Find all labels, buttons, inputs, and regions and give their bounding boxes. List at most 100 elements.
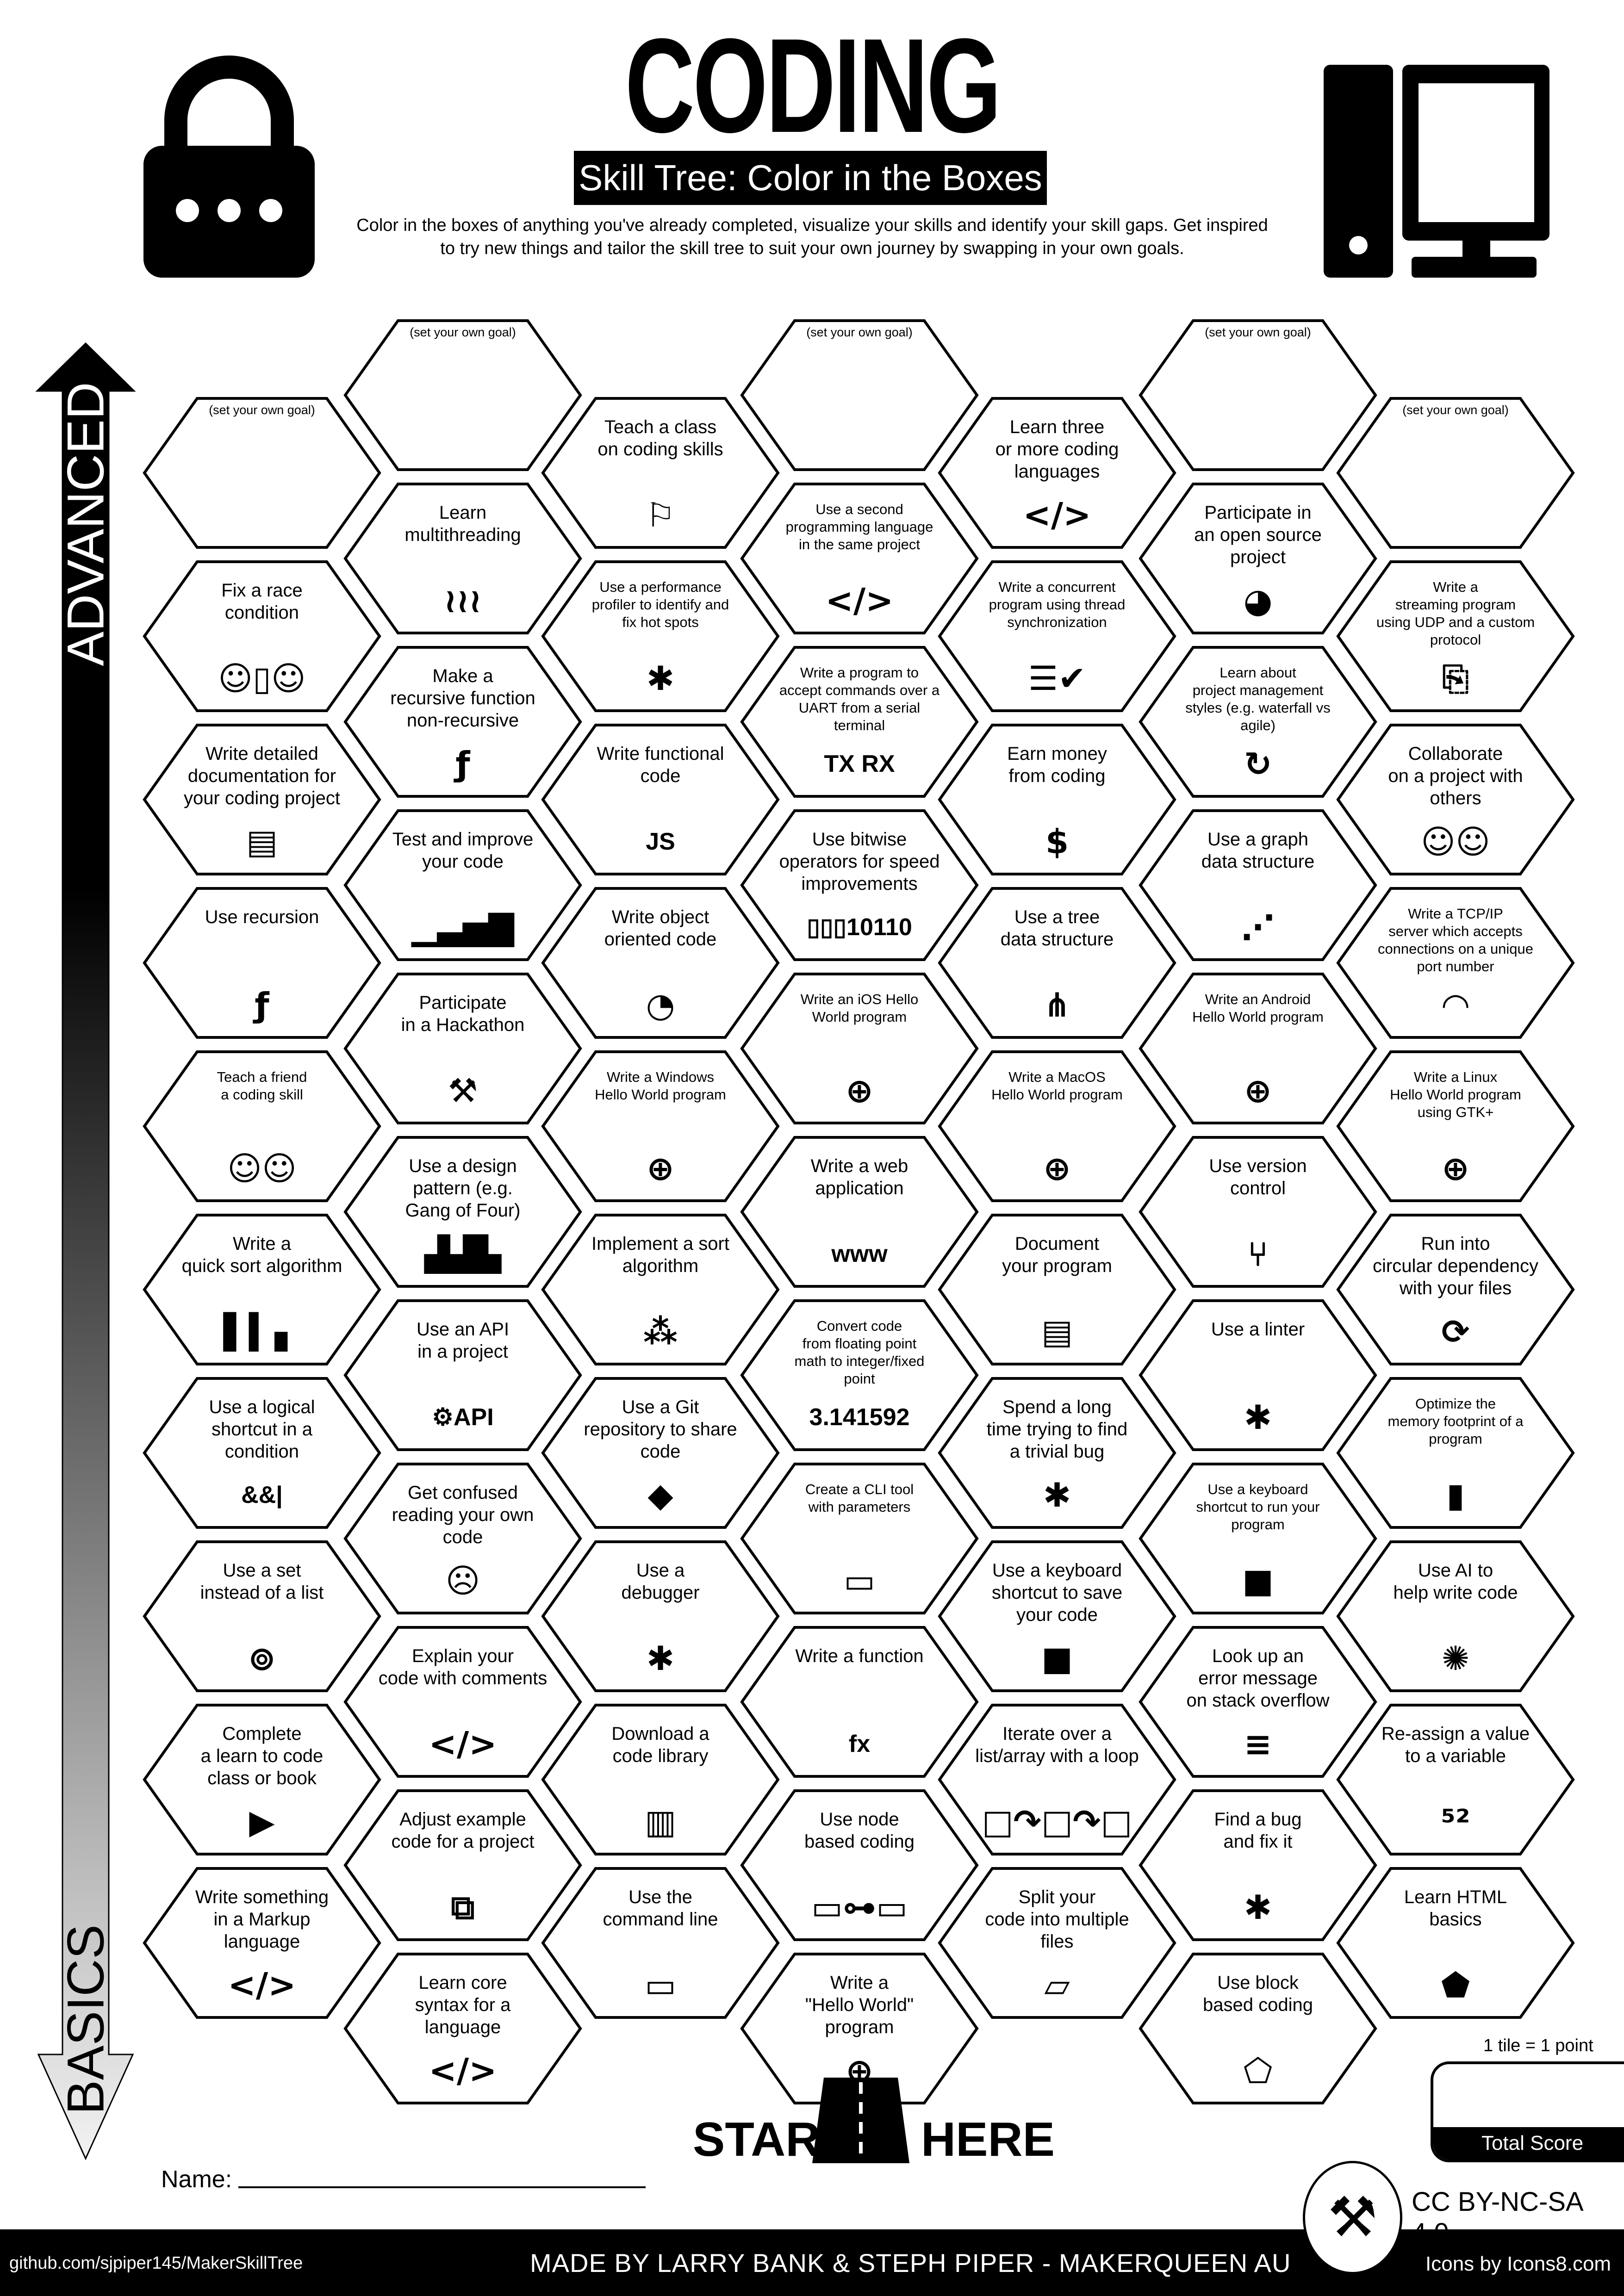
hexagon-outline [1336,560,1575,712]
skill-tile[interactable]: Test and improve your code ▁▃▅▇ [343,809,582,962]
hexagon-outline [1139,1789,1377,1941]
skill-tile[interactable]: Write object oriented code ◔ [541,887,780,1039]
hexagon-outline [938,1540,1176,1692]
skill-tile[interactable]: Write a MacOS Hello World program ⊕ [938,1050,1176,1203]
skill-tile[interactable]: Write a TCP/IP server which accepts conn… [1336,887,1575,1039]
skill-tile[interactable]: Re-assign a value to a variable ⁵² [1336,1703,1575,1856]
skill-tile[interactable]: Use a second programming language in the… [740,482,979,635]
skill-tile[interactable]: Write functional code JS [541,723,780,876]
tile-label: Write a Windows Hello World program [595,1069,726,1103]
skill-tile[interactable]: Document your program ▤ [938,1213,1176,1366]
custom-goal-tile[interactable]: (set your own goal) [1139,319,1377,472]
skill-tile[interactable]: Write a Windows Hello World program ⊕ [541,1050,780,1203]
advanced-label: ADVANCED [56,382,115,666]
skill-tile[interactable]: Use a debugger ✱ [541,1540,780,1693]
skill-tile[interactable]: Use node based coding ▭⊶▭ [740,1789,979,1942]
skill-tile[interactable]: Use a logical shortcut in a condition &&| [143,1377,381,1529]
advanced-basics-arrow [35,342,136,2160]
hexagon-outline [541,887,780,1039]
tile-label: Write an Android Hello World program [1192,991,1324,1025]
skill-tile[interactable]: Write a web application www [740,1136,979,1288]
name-field[interactable] [238,2186,646,2188]
hexagon-outline [938,1050,1176,1202]
skill-tile[interactable]: Learn multithreading ≀≀≀ [343,482,582,635]
skill-tile[interactable]: Get confused reading your own code ☹ [343,1462,582,1615]
skill-tile[interactable]: Use bitwise operators for speed improvem… [740,809,979,962]
skill-tile[interactable]: Run into circular dependency with your f… [1336,1213,1575,1366]
skill-tile[interactable]: Write a concurrent program using thread … [938,560,1176,713]
checklist-icon: ☰✔ [1028,659,1086,698]
skill-tile[interactable]: Use an API in a project ⚙API [343,1299,582,1452]
custom-goal-tile[interactable]: (set your own goal) [343,319,582,472]
skill-tile[interactable]: Download a code library ▥ [541,1703,780,1856]
skill-tile[interactable]: Use a keyboard shortcut to save your cod… [938,1540,1176,1693]
skill-tile[interactable]: Learn HTML basics ⬟ [1336,1867,1575,2019]
skill-tile[interactable]: Iterate over a list/array with a loop □↷□… [938,1703,1176,1856]
skill-tile[interactable]: Use a Git repository to share code ◆ [541,1377,780,1529]
skill-tile[interactable]: Write an Android Hello World program ⊕ [1139,972,1377,1125]
skill-tile[interactable]: Write a quick sort algorithm ▌▍▖ [143,1213,381,1366]
skill-tile[interactable]: Collaborate on a project with others ☺☺ [1336,723,1575,876]
block-icon: ⬠ [1243,2051,1273,2090]
skill-tile[interactable]: Teach a friend a coding skill ☺☺ [143,1050,381,1203]
skill-tile[interactable]: Use a graph data structure ⋰ [1139,809,1377,962]
binary-icon: ▯▯▯10110 [807,914,912,941]
skill-tile[interactable]: Write a program to accept commands over … [740,645,979,798]
tile-label: Write a web application [810,1156,908,1198]
skill-tile[interactable]: Write a "Hello World" program ⊕ [740,1952,979,2105]
hexagon-outline [1336,1540,1575,1692]
skill-tile[interactable]: Learn about project management styles (e… [1139,645,1377,798]
tile-label: Use the command line [603,1887,718,1930]
hexagon-outline [1139,1626,1377,1778]
skill-tile[interactable]: Adjust example code for a project ⧉ [343,1789,582,1942]
github-link[interactable]: github.com/sjpiper145/MakerSkillTree [9,2253,303,2273]
skill-tile[interactable]: Learn core syntax for a language </> [343,1952,582,2105]
skill-tile[interactable]: Implement a sort algorithm ⁂ [541,1213,780,1366]
tile-label: Use a second programming language in the… [785,501,933,552]
skill-tile[interactable]: Write something in a Markup language </> [143,1867,381,2019]
custom-goal-tile[interactable]: (set your own goal) [1336,397,1575,549]
library-icon: ▥ [644,1802,677,1841]
skill-tile[interactable]: Write a streaming program using UDP and … [1336,560,1575,713]
skill-tile[interactable]: Make a recursive function non-recursive ƒ [343,645,582,798]
skill-tile[interactable]: Write an iOS Hello World program ⊕ [740,972,979,1125]
skill-tile[interactable]: Explain your code with comments </> [343,1626,582,1778]
skill-tile[interactable]: Find a bug and fix it ✱ [1139,1789,1377,1942]
terminal-icon: ▭ [644,1966,677,2004]
tile-label: Use AI to help write code [1393,1560,1518,1603]
skill-tile[interactable]: Use a set instead of a list ⊚ [143,1540,381,1693]
custom-goal-tile[interactable]: (set your own goal) [740,319,979,472]
skill-tile[interactable]: Use AI to help write code ✺ [1336,1540,1575,1693]
skill-tile[interactable]: Use the command line ▭ [541,1867,780,2019]
hexagon-outline [1139,973,1377,1124]
skill-tile[interactable]: Optimize the memory footprint of a progr… [1336,1377,1575,1529]
skill-tile[interactable]: Complete a learn to code class or book ▶ [143,1703,381,1856]
skill-tile[interactable]: Write detailed documentation for your co… [143,723,381,876]
skill-tile[interactable]: Teach a class on coding skills ⚐ [541,397,780,549]
skill-tile[interactable]: Use block based coding ⬠ [1139,1952,1377,2105]
skill-tile[interactable]: Fix a race condition ☺▯☺ [143,560,381,713]
skill-tile[interactable]: Earn money from coding $ [938,723,1176,876]
skill-tile[interactable]: Use recursion ƒ [143,887,381,1039]
total-score-box[interactable]: Total Score [1431,2061,1624,2162]
skill-tile[interactable]: Spend a long time trying to find a trivi… [938,1377,1176,1529]
skill-tile[interactable]: Use a tree data structure ⋔ [938,887,1176,1039]
skill-tile[interactable]: Look up an error message on stack overfl… [1139,1626,1377,1778]
skill-tile[interactable]: Use version control ⑂ [1139,1136,1377,1288]
refresh-icon: ⟳ [1441,1312,1470,1351]
skill-tile[interactable]: Learn three or more coding languages </> [938,397,1176,549]
skill-tile[interactable]: Split your code into multiple files ▱ [938,1867,1176,2019]
skill-tile[interactable]: Use a design pattern (e.g. Gang of Four)… [343,1136,582,1288]
hexagon-outline [1336,1867,1575,2019]
skill-tile[interactable]: Use a keyboard shortcut to run your prog… [1139,1462,1377,1615]
skill-tile[interactable]: Convert code from floating point math to… [740,1299,979,1452]
skill-tile[interactable]: Write a function fx [740,1626,979,1778]
skill-tile[interactable]: Use a performance profiler to identify a… [541,560,780,713]
skill-tile[interactable]: Participate in an open source project ◕ [1139,482,1377,635]
skill-tile[interactable]: Use a linter ✱ [1139,1299,1377,1452]
custom-goal-tile[interactable]: (set your own goal) [143,397,381,549]
skill-tile[interactable]: Participate in a Hackathon ⚒ [343,972,582,1125]
skill-tile[interactable]: Write a Linux Hello World program using … [1336,1050,1575,1203]
skill-tile[interactable]: Create a CLI tool with parameters ▭ [740,1462,979,1615]
hexagon-outline [541,1704,780,1855]
